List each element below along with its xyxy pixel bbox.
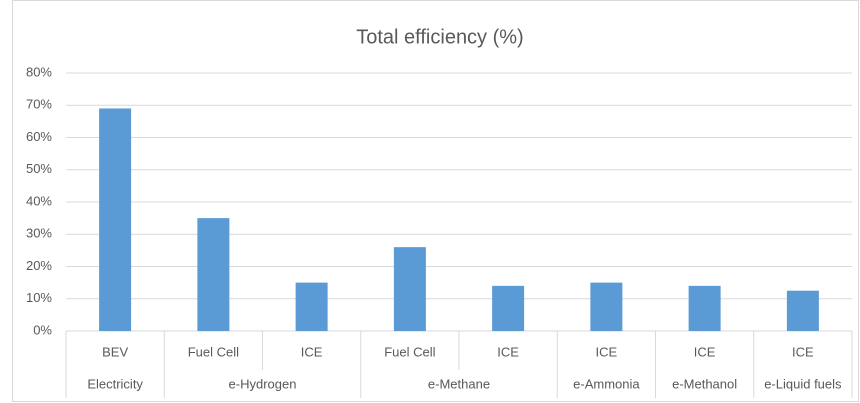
x-tick-label: ICE [301, 344, 323, 359]
group-label: Electricity [87, 376, 143, 391]
x-tick-label: ICE [694, 344, 716, 359]
x-tick-label: ICE [596, 344, 618, 359]
group-label: e-Liquid fuels [764, 376, 842, 391]
y-tick-label: 60% [26, 129, 52, 144]
y-tick-label: 70% [26, 97, 52, 112]
y-tick-label: 30% [26, 226, 52, 241]
bar [393, 247, 426, 331]
x-tick-label: BEV [102, 344, 128, 359]
bar [492, 285, 525, 331]
bar [688, 285, 721, 331]
x-tick-label: ICE [792, 344, 814, 359]
y-tick-label: 80% [26, 64, 52, 79]
y-tick-label: 50% [26, 161, 52, 176]
group-label: e-Ammonia [573, 376, 640, 391]
x-tick-label: Fuel Cell [188, 344, 239, 359]
y-tick-label: 40% [26, 193, 52, 208]
group-label: e-Methane [428, 376, 490, 391]
x-tick-label: ICE [497, 344, 519, 359]
group-label: e-Hydrogen [229, 376, 297, 391]
group-label: e-Methanol [672, 376, 737, 391]
bar [590, 282, 623, 331]
bar [99, 108, 132, 331]
y-tick-label: 0% [33, 322, 52, 337]
bar [786, 290, 819, 331]
chart-title: Total efficiency (%) [356, 26, 523, 48]
x-tick-label: Fuel Cell [384, 344, 435, 359]
bar [295, 282, 328, 331]
y-tick-label: 10% [26, 290, 52, 305]
bar [197, 218, 230, 331]
y-tick-label: 20% [26, 258, 52, 273]
chart-frame [12, 0, 859, 402]
